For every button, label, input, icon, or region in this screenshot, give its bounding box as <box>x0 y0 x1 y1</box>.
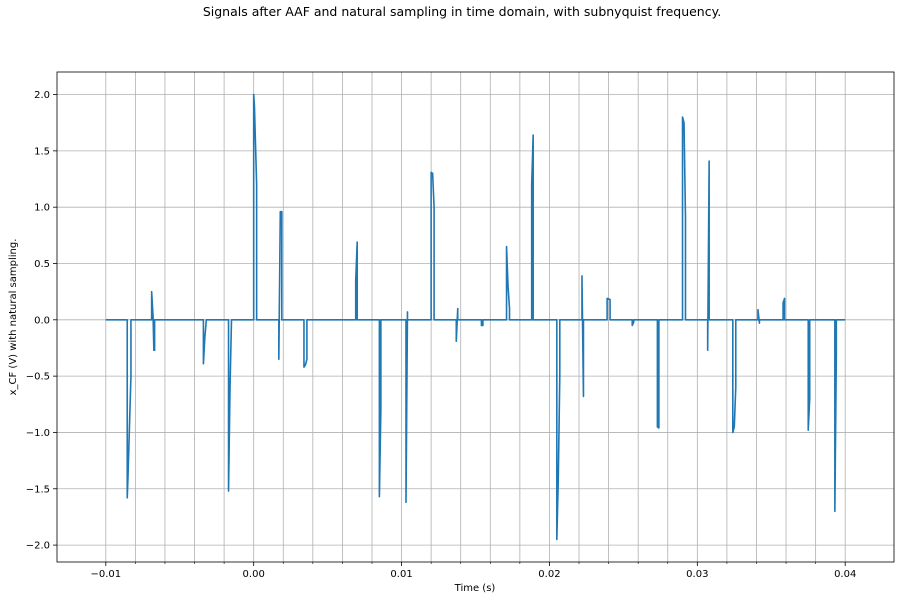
x-tick-label: 0.04 <box>834 569 856 580</box>
x-tick-label: 0.02 <box>538 569 560 580</box>
y-tick-label: 1.0 <box>34 203 50 214</box>
y-tick-label: −0.5 <box>26 372 50 383</box>
plot-area <box>105 93 846 541</box>
series-line-0 <box>105 93 846 541</box>
chart-title: Signals after AAF and natural sampling i… <box>203 4 721 19</box>
y-axis-label: x_CF (V) with natural sampling. <box>8 239 19 396</box>
y-tick-label: 0.0 <box>34 315 50 326</box>
x-tick-label: 0.01 <box>390 569 412 580</box>
grid <box>57 72 894 562</box>
axis-ticks: −0.01 0.00 0.01 0.02 0.03 0.04 −2.0 −1.5 −1.0 −0.… <box>26 90 857 580</box>
x-tick-label: −0.01 <box>90 569 121 580</box>
y-tick-label: 1.5 <box>34 146 50 157</box>
y-tick-label: −1.0 <box>26 428 50 439</box>
y-tick-label: 0.5 <box>34 259 50 270</box>
axes-frame <box>56 71 895 563</box>
y-tick-label: −2.0 <box>26 541 50 552</box>
x-axis-label: Time (s) <box>454 583 496 594</box>
x-tick-label: 0.03 <box>686 569 708 580</box>
x-tick-label: 0.00 <box>243 569 265 580</box>
y-tick-label: −1.5 <box>26 484 50 495</box>
y-tick-label: 2.0 <box>34 90 50 101</box>
